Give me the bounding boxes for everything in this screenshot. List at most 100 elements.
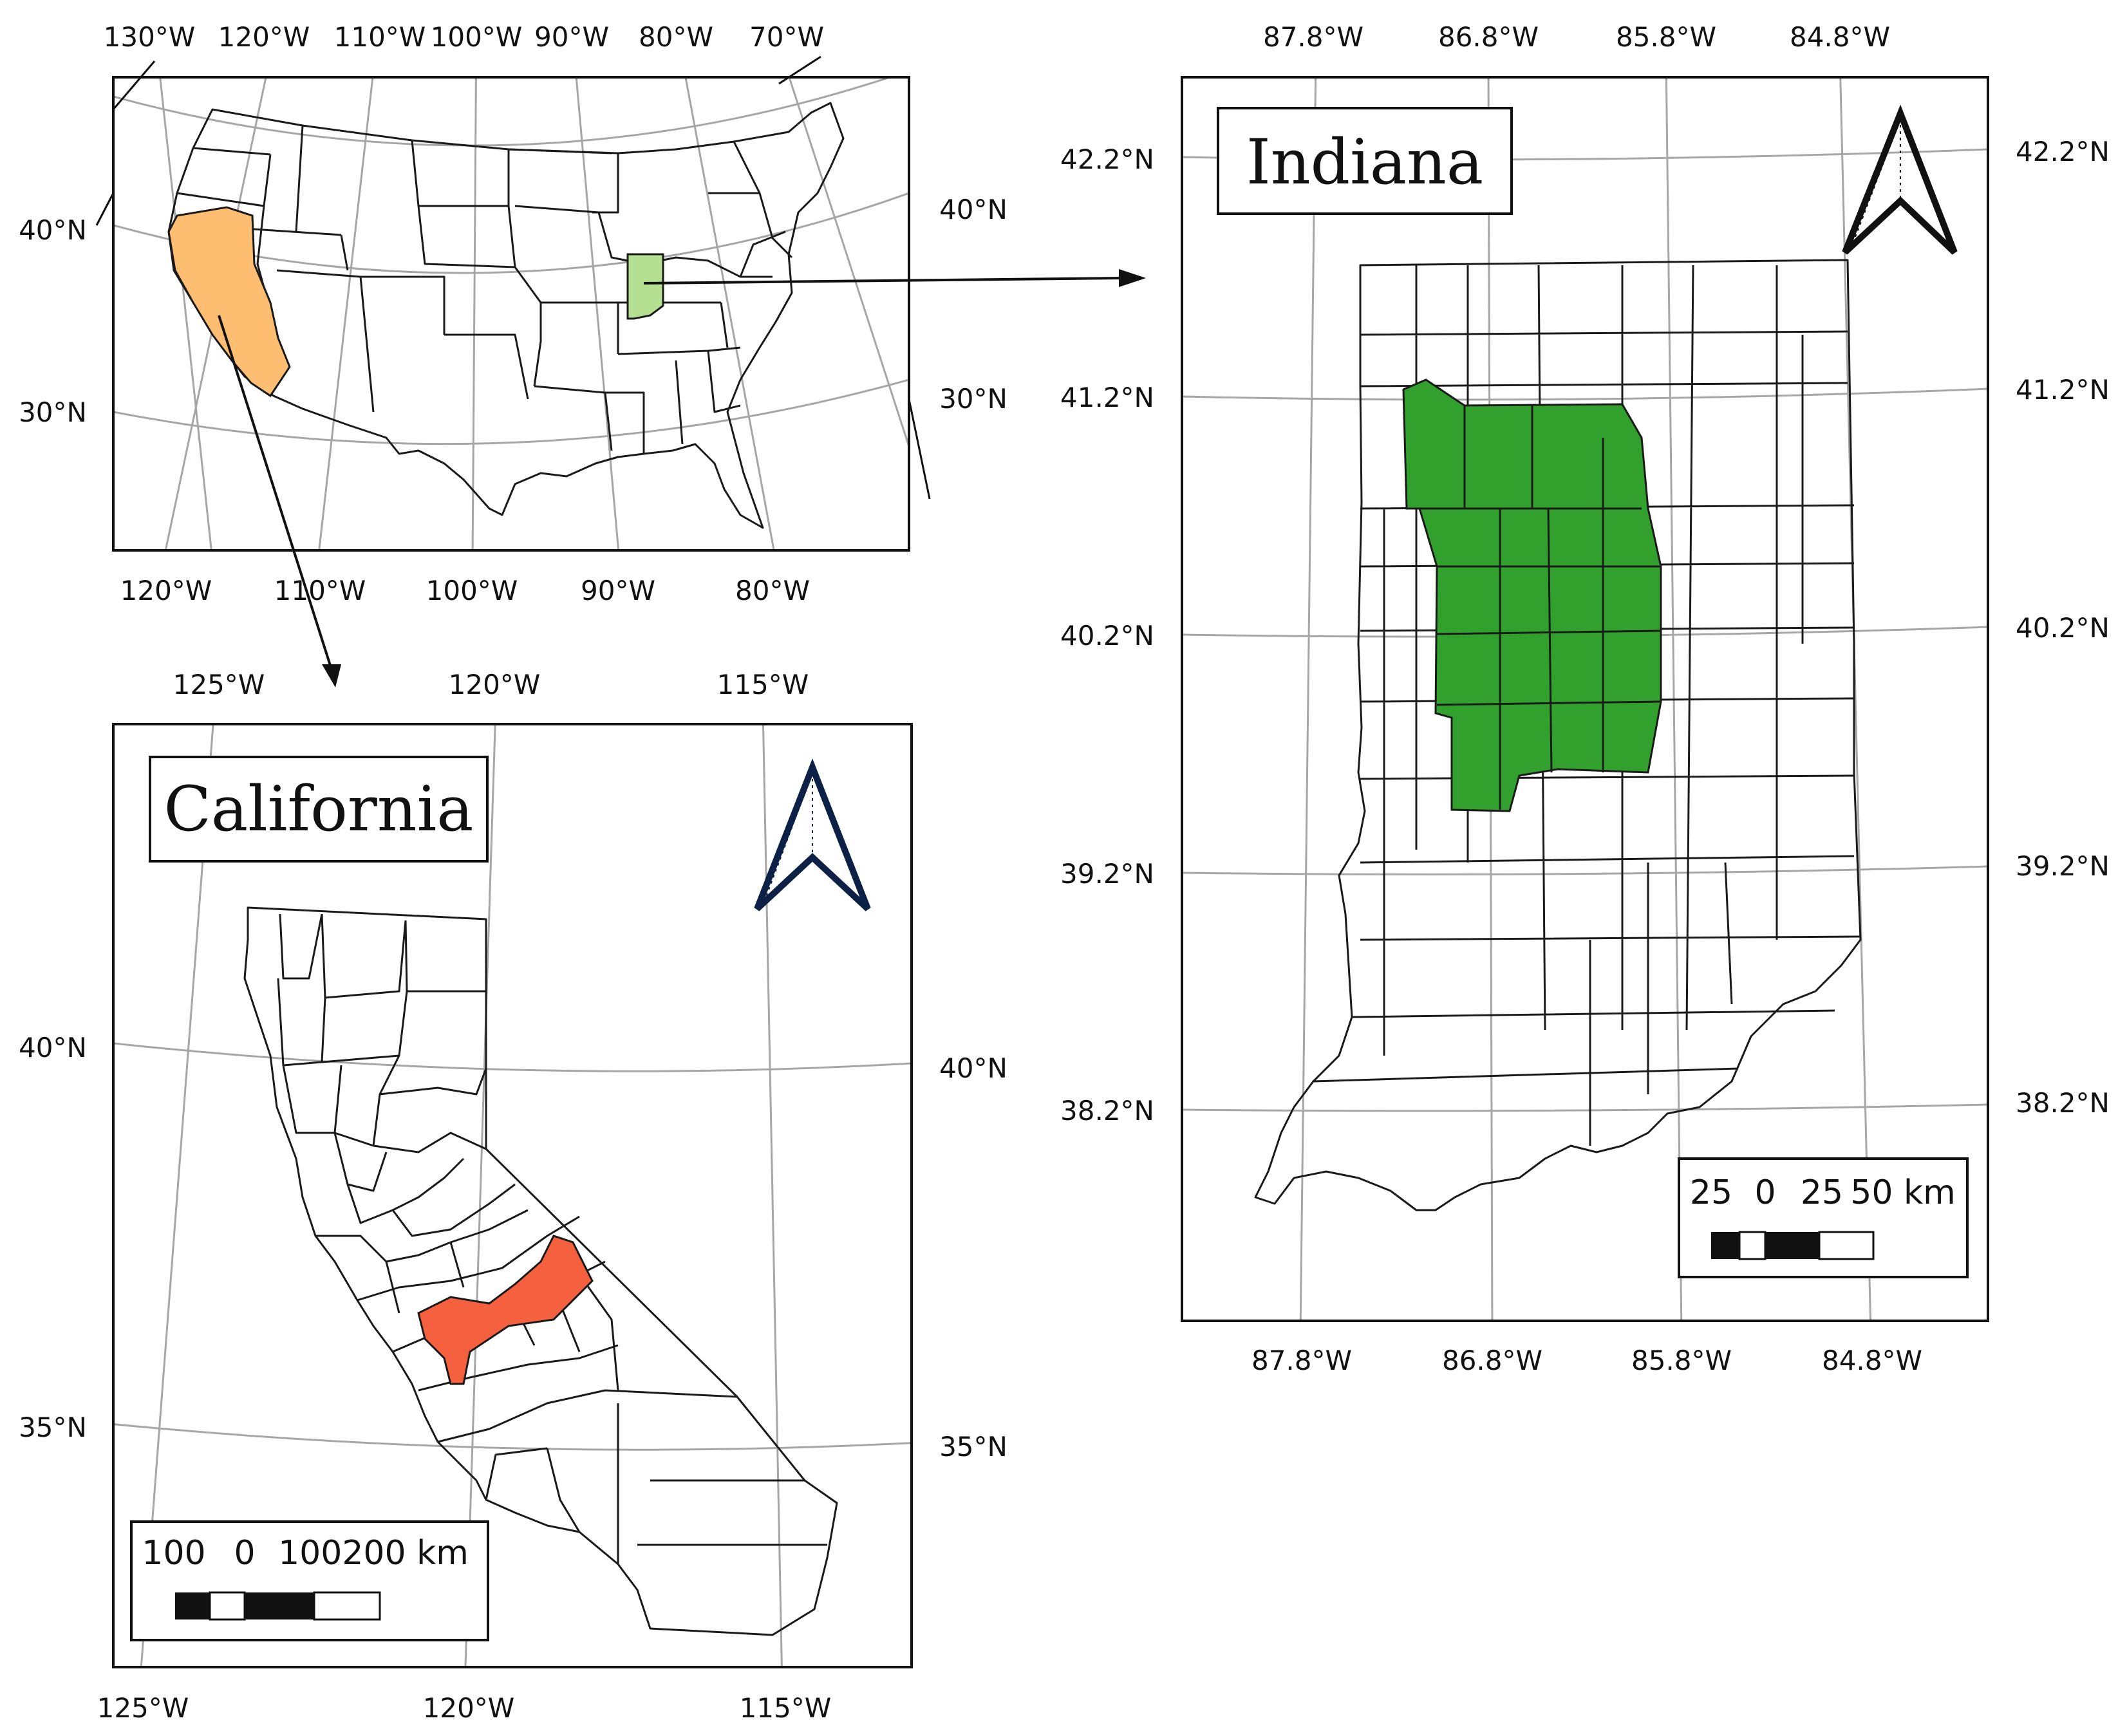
lat-label: 40.2°N bbox=[2016, 612, 2110, 644]
lat-label: 40.2°N bbox=[1060, 620, 1154, 651]
lat-label: 35°N bbox=[19, 1412, 87, 1443]
scale-bar-segment bbox=[209, 1591, 246, 1621]
indiana-bottom-lon-labels: 87.8°W 86.8°W 85.8°W 84.8°W bbox=[1251, 1345, 1922, 1376]
lon-label: 120°W bbox=[423, 1692, 515, 1724]
lat-label: 41.2°N bbox=[2016, 374, 2110, 406]
lon-label: 90°W bbox=[581, 575, 655, 606]
california-inset-highlight bbox=[167, 206, 291, 398]
lat-label: 38.2°N bbox=[1060, 1095, 1154, 1126]
lat-label: 40°N bbox=[939, 194, 1007, 225]
california-county-boundaries bbox=[277, 913, 827, 1564]
scale-bar-label: 25 bbox=[1690, 1173, 1732, 1212]
indiana-counties bbox=[1254, 259, 1862, 1211]
scale-bar-segment bbox=[1711, 1232, 1739, 1259]
conus-outline bbox=[167, 102, 845, 529]
indiana-title: Indiana bbox=[1246, 126, 1483, 198]
california-scale-bar: 100 0 100200 km bbox=[130, 1520, 489, 1641]
us-tick-line bbox=[95, 192, 115, 226]
lon-label: 84.8°W bbox=[1790, 21, 1890, 53]
lon-label: 87.8°W bbox=[1251, 1345, 1352, 1376]
lat-label: 42.2°N bbox=[1060, 144, 1154, 175]
lon-label: 86.8°W bbox=[1442, 1345, 1542, 1376]
indiana-left-lat-labels: 42.2°N 41.2°N 40.2°N 39.2°N 38.2°N bbox=[1060, 144, 1154, 1126]
lon-label: 85.8°W bbox=[1616, 21, 1716, 53]
lon-label: 100°W bbox=[426, 575, 518, 606]
scale-bar-label: 25 bbox=[1801, 1173, 1843, 1212]
north-arrow-icon bbox=[1842, 104, 1958, 255]
indiana-map-frame bbox=[1181, 76, 1989, 1322]
scale-bar-label: 100 bbox=[142, 1534, 205, 1573]
lat-label: 40°N bbox=[19, 1032, 87, 1063]
scale-bar-label: 0 bbox=[1754, 1173, 1776, 1212]
lat-label: 30°N bbox=[939, 383, 1007, 415]
lat-label: 35°N bbox=[939, 1431, 1007, 1462]
lon-label: 110°W bbox=[334, 21, 426, 53]
california-title-box bbox=[149, 756, 489, 863]
indiana-connector-arrowhead-icon bbox=[1119, 269, 1146, 287]
lat-label: 39.2°N bbox=[1060, 858, 1154, 890]
us-overview-map: 130°W 120°W 110°W 100°W 90°W 80°W 70°W 1… bbox=[19, 21, 1007, 606]
lon-label: 85.8°W bbox=[1631, 1345, 1732, 1376]
us-tick-line bbox=[112, 61, 156, 110]
us-tick-line bbox=[908, 398, 931, 499]
scale-bar-segment bbox=[1818, 1231, 1875, 1260]
california-counties bbox=[243, 906, 838, 1636]
california-bottom-lon-labels: 125°W 120°W 115°W bbox=[97, 1692, 832, 1724]
fresno-county-highlight bbox=[417, 1235, 594, 1385]
indiana-title-box bbox=[1217, 107, 1513, 215]
lon-label: 115°W bbox=[740, 1692, 832, 1724]
lat-label: 39.2°N bbox=[2016, 850, 2110, 882]
lon-label: 115°W bbox=[717, 669, 809, 700]
lon-label: 120°W bbox=[218, 21, 310, 53]
lon-label: 90°W bbox=[534, 21, 609, 53]
lat-label: 42.2°N bbox=[2016, 136, 2110, 167]
scale-bar-segment bbox=[313, 1591, 381, 1621]
us-tick-line bbox=[778, 55, 821, 85]
us-bottom-lon-labels: 120°W 110°W 100°W 90°W 80°W bbox=[120, 575, 810, 606]
lon-label: 84.8°W bbox=[1822, 1345, 1922, 1376]
indiana-inset-highlight bbox=[626, 253, 664, 320]
lon-label: 130°W bbox=[104, 21, 196, 53]
north-arrow-icon bbox=[754, 758, 871, 911]
lon-label: 70°W bbox=[749, 21, 824, 53]
lon-label: 100°W bbox=[431, 21, 523, 53]
lon-label: 80°W bbox=[735, 575, 810, 606]
us-top-lon-labels: 130°W 120°W 110°W 100°W 90°W 80°W 70°W bbox=[104, 21, 824, 53]
indiana-scale-bar: 25 0 25 50 km bbox=[1678, 1157, 1969, 1278]
lat-label: 40°N bbox=[19, 214, 87, 246]
central-indiana-county-boundaries bbox=[1420, 406, 1662, 810]
scale-bar-box bbox=[130, 1520, 489, 1641]
indiana-outline bbox=[1254, 259, 1862, 1211]
lat-label: 40°N bbox=[939, 1052, 1007, 1084]
lat-label: 41.2°N bbox=[1060, 382, 1154, 413]
california-outline bbox=[243, 906, 838, 1636]
lat-label: 30°N bbox=[19, 397, 87, 428]
state-boundaries bbox=[176, 125, 793, 454]
lon-label: 86.8°W bbox=[1438, 21, 1539, 53]
lon-label: 120°W bbox=[120, 575, 212, 606]
indiana-map: Indiana 25 0 25 50 km 87.8°W 86.8°W 85.8… bbox=[1060, 21, 2110, 1376]
us-states bbox=[167, 102, 845, 529]
lat-label: 38.2°N bbox=[2016, 1087, 2110, 1119]
scale-bar-segment bbox=[175, 1592, 210, 1619]
california-top-lon-labels: 125°W 120°W 115°W bbox=[173, 669, 809, 700]
lon-label: 120°W bbox=[449, 669, 541, 700]
lon-label: 125°W bbox=[173, 669, 265, 700]
lon-label: 80°W bbox=[639, 21, 713, 53]
lon-label: 87.8°W bbox=[1263, 21, 1363, 53]
indiana-connector-line bbox=[643, 277, 1124, 285]
california-connector-arrowhead-icon bbox=[322, 664, 341, 687]
scale-bar-label: 50 km bbox=[1850, 1173, 1955, 1212]
scale-bar-label: 0 bbox=[234, 1534, 255, 1573]
lon-label: 125°W bbox=[97, 1692, 189, 1724]
scale-bar-segment bbox=[1738, 1231, 1766, 1260]
us-map-frame bbox=[112, 76, 910, 552]
california-map: California 100 0 100200 km 125°W 120°W 1… bbox=[19, 669, 1007, 1724]
indiana-right-lat-labels: 42.2°N 41.2°N 40.2°N 39.2°N 38.2°N bbox=[2016, 136, 2110, 1119]
california-map-frame bbox=[112, 723, 913, 1668]
scale-bar-label: 100200 km bbox=[278, 1534, 469, 1573]
indiana-top-lon-labels: 87.8°W 86.8°W 85.8°W 84.8°W bbox=[1263, 21, 1890, 53]
scale-bar-segment bbox=[1765, 1232, 1819, 1259]
california-title: California bbox=[164, 773, 473, 845]
